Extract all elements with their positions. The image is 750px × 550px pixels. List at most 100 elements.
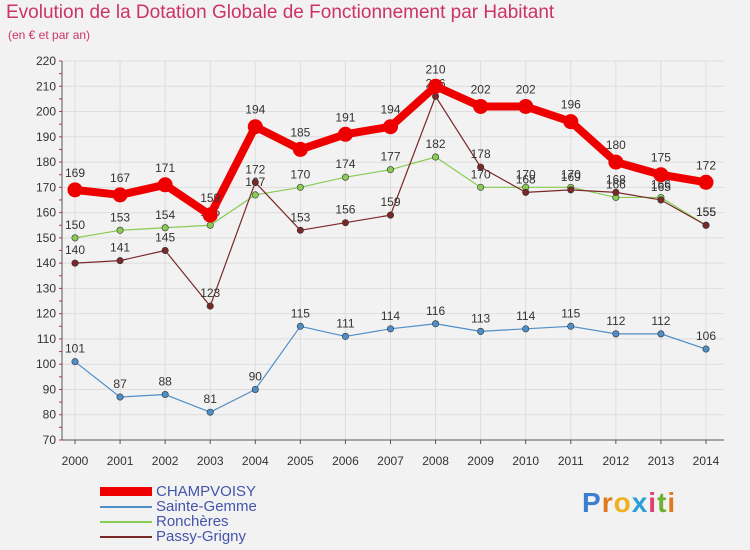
data-label-champvoisy: 210: [426, 62, 446, 76]
data-point-passy-grigny: [206, 302, 214, 310]
data-label-sainte-gemme: 112: [606, 314, 625, 328]
data-label-champvoisy: 169: [65, 166, 85, 180]
y-tick-label: 90: [43, 382, 57, 396]
legend-item-sainte-gemme[interactable]: Sainte-Gemme: [100, 499, 257, 514]
data-point-ronch-res: [161, 224, 169, 232]
data-label-sainte-gemme: 101: [65, 342, 85, 356]
data-point-passy-grigny: [386, 211, 394, 219]
data-label-ronch-res: 150: [65, 218, 85, 232]
legend-item-passy-grigny[interactable]: Passy-Grigny: [100, 529, 257, 544]
data-point-champvoisy: [292, 141, 308, 157]
data-label-ronch-res: 170: [290, 167, 310, 181]
data-point-passy-grigny: [296, 226, 304, 234]
data-label-sainte-gemme: 88: [158, 375, 172, 389]
data-label-champvoisy: 175: [651, 151, 671, 165]
y-tick-label: 70: [43, 433, 57, 447]
data-point-sainte-gemme: [116, 393, 124, 401]
data-label-sainte-gemme: 116: [426, 304, 445, 318]
data-label-sainte-gemme: 81: [204, 392, 218, 406]
data-label-sainte-gemme: 90: [249, 369, 263, 383]
data-point-champvoisy: [67, 182, 83, 198]
data-label-champvoisy: 185: [290, 125, 310, 139]
legend-item-champvoisy[interactable]: CHAMPVOISY: [100, 484, 257, 499]
logo-letter: o: [613, 487, 632, 518]
x-tick-label: 2002: [152, 454, 179, 468]
proxiti-logo: Proxiti: [582, 487, 676, 519]
x-tick-label: 2003: [197, 454, 224, 468]
data-label-champvoisy: 196: [561, 98, 581, 112]
data-label-champvoisy: 194: [245, 103, 265, 117]
data-point-sainte-gemme: [432, 320, 440, 328]
data-point-champvoisy: [383, 119, 398, 135]
data-point-champvoisy: [473, 98, 489, 114]
data-label-sainte-gemme: 115: [291, 306, 310, 320]
x-tick-label: 2012: [603, 454, 630, 468]
legend-label-passy-grigny: Passy-Grigny: [156, 528, 247, 545]
data-point-ronch-res: [477, 183, 485, 191]
data-point-ronch-res: [432, 153, 440, 161]
data-point-passy-grigny: [702, 221, 710, 229]
data-label-champvoisy: 191: [335, 110, 355, 124]
data-point-sainte-gemme: [386, 325, 394, 333]
data-point-ronch-res: [341, 173, 349, 181]
data-point-champvoisy: [698, 174, 714, 190]
y-tick-label: 140: [36, 256, 56, 270]
data-point-passy-grigny: [116, 257, 124, 265]
data-label-ronch-res: 182: [426, 137, 446, 151]
data-label-sainte-gemme: 111: [336, 316, 355, 330]
legend-swatch-passy-grigny: [100, 535, 152, 538]
data-label-passy-grigny: 123: [200, 286, 220, 300]
data-label-ronch-res: 170: [561, 167, 581, 181]
y-tick-label: 100: [36, 357, 56, 371]
data-label-passy-grigny: 168: [606, 172, 626, 186]
data-label-passy-grigny: 141: [110, 241, 130, 255]
x-tick-label: 2011: [558, 454, 584, 468]
x-tick-label: 2007: [377, 454, 404, 468]
y-tick-label: 210: [36, 79, 56, 93]
data-label-sainte-gemme: 87: [113, 377, 127, 391]
data-label-sainte-gemme: 114: [381, 309, 400, 323]
data-label-ronch-res: 154: [155, 208, 175, 222]
data-point-champvoisy: [202, 207, 218, 223]
legend-label-champvoisy: CHAMPVOISY: [156, 483, 257, 500]
data-label-passy-grigny: 178: [471, 147, 491, 161]
data-point-passy-grigny: [251, 178, 259, 186]
data-label-champvoisy: 202: [516, 82, 536, 96]
data-point-sainte-gemme: [161, 391, 169, 399]
data-point-passy-grigny: [341, 219, 349, 227]
legend-item-ronchères[interactable]: Ronchères: [100, 514, 257, 529]
data-label-ronch-res: 170: [471, 167, 491, 181]
data-point-passy-grigny: [567, 186, 575, 194]
data-point-sainte-gemme: [702, 345, 710, 353]
data-point-passy-grigny: [612, 188, 620, 196]
data-point-sainte-gemme: [296, 322, 304, 330]
data-point-sainte-gemme: [567, 322, 575, 330]
x-tick-label: 2013: [648, 454, 675, 468]
x-tick-label: 2009: [467, 454, 494, 468]
x-tick-label: 2001: [107, 454, 134, 468]
data-label-sainte-gemme: 112: [651, 314, 670, 328]
data-label-passy-grigny: 140: [65, 243, 85, 257]
data-label-champvoisy: 171: [155, 161, 175, 175]
data-point-passy-grigny: [477, 163, 485, 171]
data-point-passy-grigny: [522, 188, 530, 196]
x-tick-label: 2004: [242, 454, 269, 468]
data-label-sainte-gemme: 115: [561, 306, 580, 320]
data-point-champvoisy: [337, 126, 353, 142]
data-point-sainte-gemme: [71, 358, 79, 366]
data-label-sainte-gemme: 106: [696, 329, 716, 343]
legend-label-ronchères: Ronchères: [156, 513, 229, 530]
data-point-ronch-res: [116, 226, 124, 234]
data-label-champvoisy: 167: [110, 171, 130, 185]
data-label-passy-grigny: 155: [696, 205, 716, 219]
data-point-champvoisy: [653, 167, 669, 183]
data-point-passy-grigny: [161, 247, 169, 255]
data-point-sainte-gemme: [522, 325, 530, 333]
data-label-passy-grigny: 165: [651, 180, 671, 194]
y-tick-label: 130: [36, 281, 56, 295]
data-point-champvoisy: [518, 98, 534, 114]
data-point-champvoisy: [563, 114, 579, 130]
y-tick-label: 220: [36, 54, 56, 68]
chart-subtitle: (en € et par an): [8, 28, 91, 42]
x-tick-label: 2005: [287, 454, 314, 468]
